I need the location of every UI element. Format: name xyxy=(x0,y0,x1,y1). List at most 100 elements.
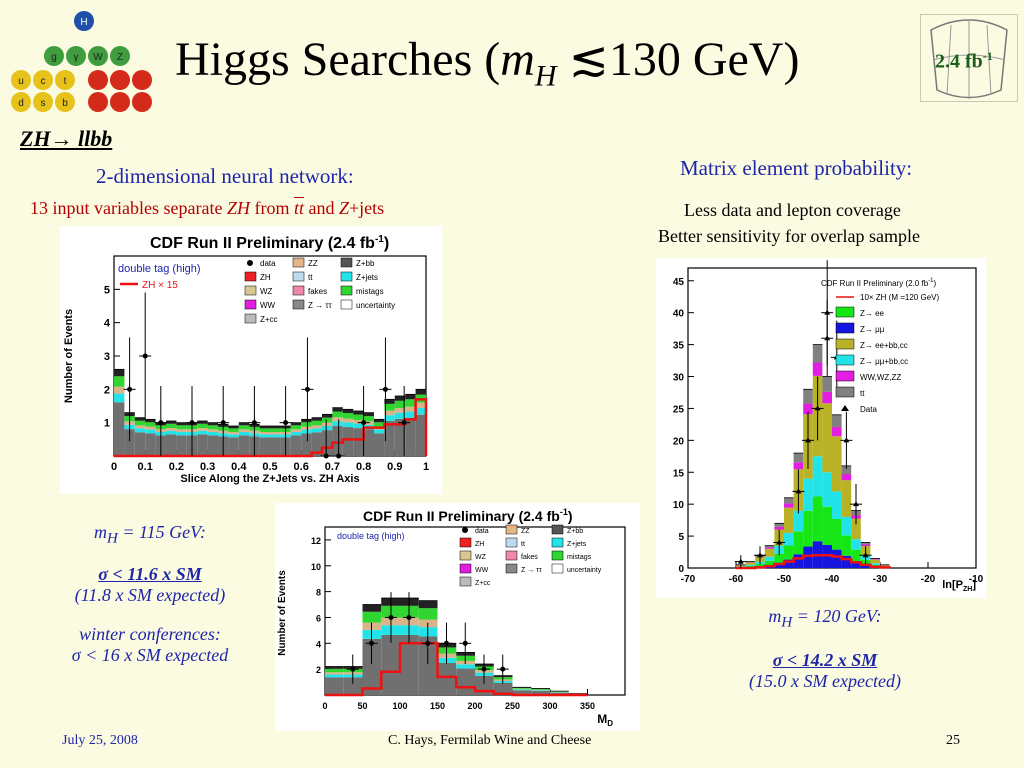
x-axis-label: MD xyxy=(597,712,613,728)
c2-data xyxy=(481,666,487,672)
c1-legend-label: ZH xyxy=(260,273,271,282)
c1-bg-cyan xyxy=(166,430,177,435)
c3-bg-diboson xyxy=(803,403,813,415)
c1-legend-label: WZ xyxy=(260,287,273,296)
c1-bg-mistag xyxy=(238,425,250,430)
c1-bg-zjets xyxy=(353,428,364,456)
c1-legend-swatch xyxy=(244,299,257,310)
x-tick-label: 0.1 xyxy=(138,461,153,473)
y-tick-label: 30 xyxy=(673,373,685,384)
particle-ball xyxy=(88,46,108,66)
c3-legend-swatch xyxy=(835,338,855,350)
c1-bg-mistag xyxy=(311,420,322,426)
c2-data xyxy=(350,666,356,672)
c1-bg-zjets xyxy=(363,429,374,456)
c2-bg-tan xyxy=(512,688,532,690)
particle-letter: b xyxy=(62,98,68,109)
expected-120: (15.0 x SM expected) xyxy=(749,670,901,691)
c2-data xyxy=(500,666,506,672)
c3-bg-zee xyxy=(764,560,775,566)
chart-title-close: ) xyxy=(384,235,389,252)
c2-legend-label: Z+cc xyxy=(475,580,491,587)
c1-bg-zjets xyxy=(197,434,208,456)
c1-legend-label: Z → ττ xyxy=(308,301,332,310)
c2-bg-top xyxy=(362,604,382,612)
c3-bg-zmumu xyxy=(784,559,794,568)
c3-bg-diboson xyxy=(841,474,852,481)
x-tick-label: -30 xyxy=(873,574,888,585)
c1-legend-swatch xyxy=(340,257,353,268)
c1-bg-top xyxy=(322,414,333,418)
c1-bg-cyan xyxy=(270,434,281,438)
c1-bg-top xyxy=(166,421,177,424)
y-tick-label: 2 xyxy=(316,665,321,675)
c3-data xyxy=(757,552,763,558)
results-left: mH = 115 GeV: σ < 11.6 x SM (11.8 x SM e… xyxy=(30,522,270,666)
c1-bg-zjets xyxy=(124,429,135,456)
particle-ball xyxy=(33,92,53,112)
c1-data xyxy=(283,420,289,426)
x-tick-label: 150 xyxy=(430,701,445,711)
particle-ball xyxy=(74,11,94,31)
c3-bg-diboson xyxy=(822,391,832,404)
c1-data xyxy=(220,420,226,426)
c3-legend-swatch xyxy=(835,386,855,398)
c1-bg-mistag xyxy=(134,420,146,426)
c1-bg-cyan xyxy=(207,432,218,436)
c3-bg-zmumubb xyxy=(745,564,756,566)
me-heading: Matrix element probability: xyxy=(680,156,913,180)
c1-bg-top xyxy=(301,419,312,423)
x-axis-label: Slice Along the Z+Jets vs. ZH Axis xyxy=(180,473,359,485)
c2-bg-zjets xyxy=(437,662,457,695)
chart-title-sup: -1 xyxy=(375,234,384,245)
c1-bg-mistag xyxy=(322,417,333,423)
c1-bg-zjets xyxy=(311,432,322,456)
c2-bg-mistag xyxy=(325,668,344,673)
c1-signal xyxy=(114,398,428,458)
c3-bg-zee xyxy=(841,535,852,556)
c3-bg-zeebb xyxy=(764,548,775,557)
particle-ball xyxy=(66,46,86,66)
lumi-text: 2.4 fb-1 xyxy=(935,49,993,73)
c1-bg-zjets xyxy=(145,433,156,456)
c3-bg-zmumu xyxy=(803,546,813,568)
c3-bg-tt xyxy=(841,465,852,475)
c2-bg-zjets xyxy=(400,634,419,695)
c1-bg-zjets xyxy=(166,434,177,456)
c1-bg-tan xyxy=(394,408,406,413)
c3-bg-tt xyxy=(793,453,804,463)
c1-data xyxy=(189,420,195,426)
c1-bg-zjets xyxy=(405,417,416,456)
c3-bg-tt xyxy=(774,523,784,527)
particle-logo: Hg γ W Zu c t d s b xyxy=(11,11,152,112)
c1-bg-tan xyxy=(166,428,177,431)
c1-bg-tan xyxy=(301,426,312,430)
c3-bg-tt xyxy=(860,542,871,545)
y-tick-label: 2 xyxy=(104,384,110,396)
c1-legend-label: Z+jets xyxy=(356,273,378,282)
c1-bg-zjets xyxy=(114,402,125,456)
c3-bg-zee xyxy=(803,510,813,547)
nn-heading: 2-dimensional neural network: xyxy=(96,164,354,188)
particle-letter: W xyxy=(93,52,103,63)
c1-data xyxy=(304,386,310,392)
c1-legend-swatch xyxy=(292,257,305,268)
y-tick-label: 3 xyxy=(104,351,110,363)
c3-bg-zmumubb xyxy=(784,532,794,546)
c2-legend-label: tt xyxy=(521,541,525,548)
c2-legend-swatch xyxy=(459,550,472,561)
c2-legend-swatch xyxy=(505,524,518,535)
c3-bg-tt xyxy=(784,497,794,504)
expected-115: (11.8 x SM expected) xyxy=(74,584,226,605)
c2-bg-mistag xyxy=(512,687,532,689)
c3-bg-zmumubb xyxy=(764,556,775,561)
c3-bg-zmumu xyxy=(822,545,832,568)
signal-legend-label: ZH × 15 xyxy=(142,280,178,291)
chart-title-close: ) xyxy=(933,279,936,288)
x-tick-label: 0 xyxy=(322,701,327,711)
c2-bg-zjets xyxy=(418,636,438,695)
c3-signal xyxy=(736,553,891,570)
c2-legend-swatch xyxy=(505,537,518,548)
c1-bg-mistag xyxy=(405,399,416,407)
c1-legend-label: Z+bb xyxy=(356,259,375,268)
